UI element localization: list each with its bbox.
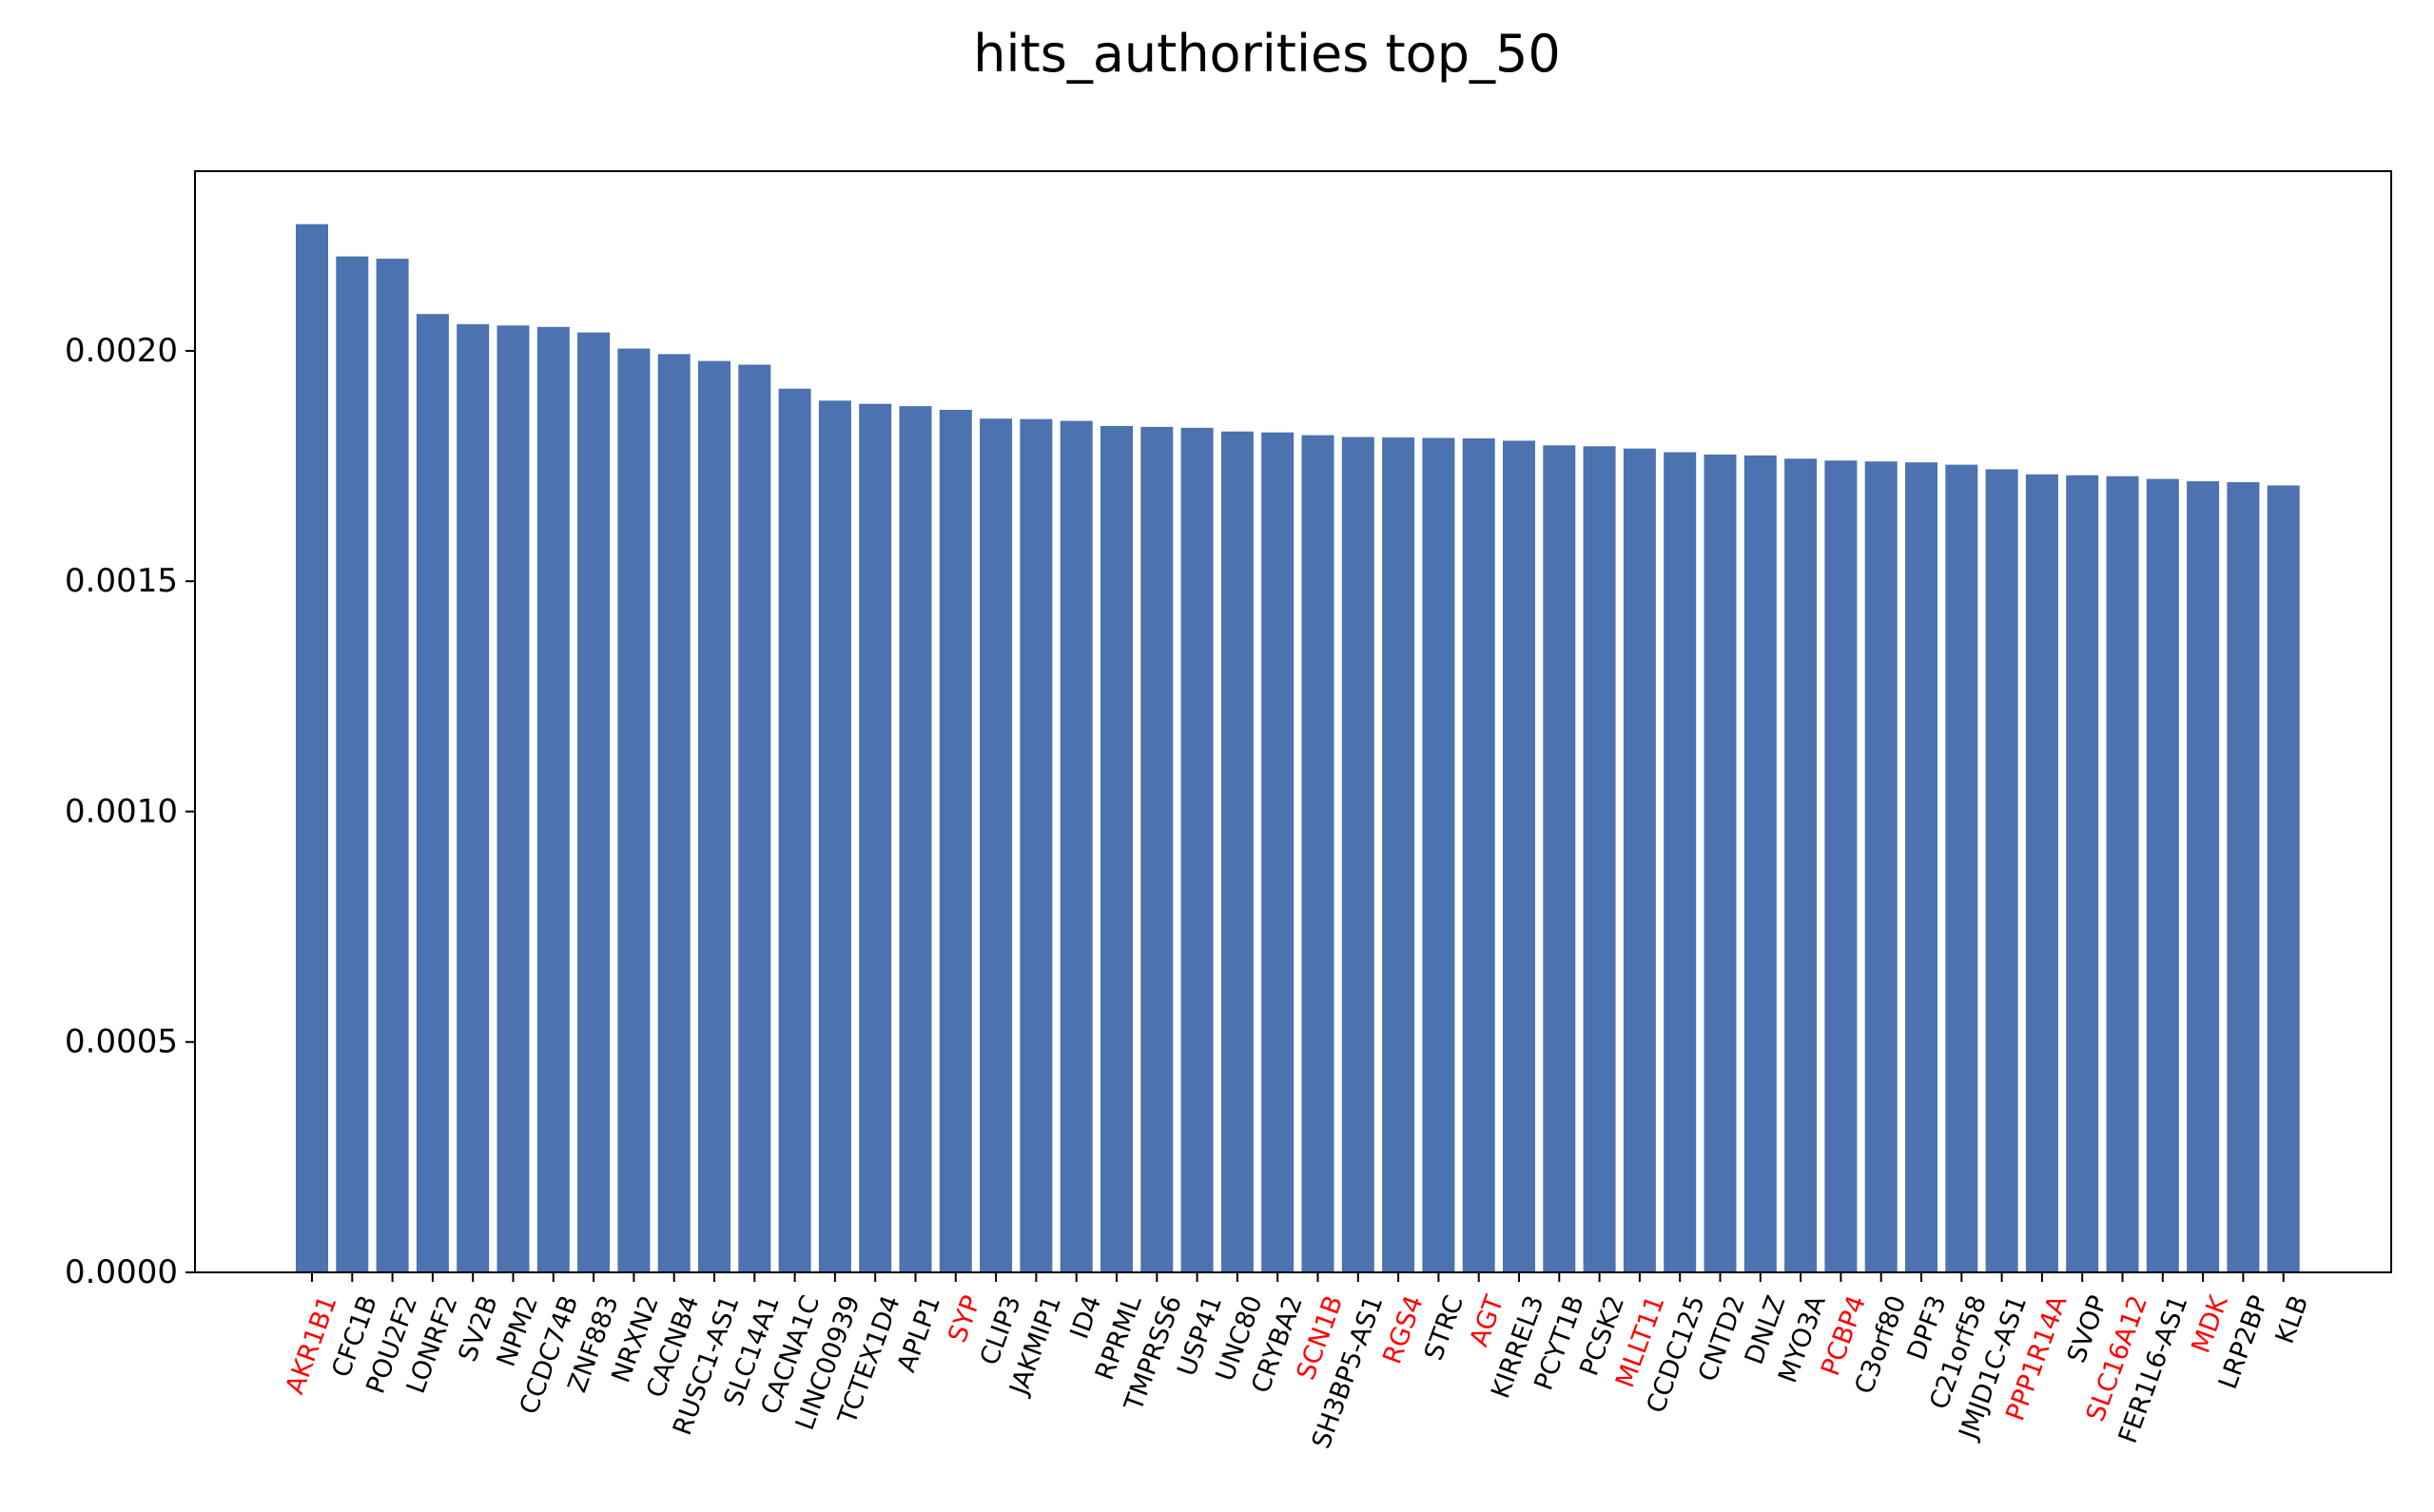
y-axis: 0.0000 0.0005 0.0010 0.0015 0.0020	[65, 332, 195, 1291]
bar-mllt11	[1623, 448, 1656, 1272]
bar-cryba2	[1261, 432, 1295, 1273]
y-tick-label-3: 0.0015	[65, 562, 178, 600]
y-tick-label-4: 0.0020	[65, 332, 178, 370]
bar-scn1b	[1301, 435, 1334, 1272]
bar-sh3bp5-as1	[1341, 436, 1374, 1272]
bar-lrp2bp	[2227, 482, 2260, 1272]
bar-lonrf2	[416, 314, 449, 1272]
bar-nrxn2	[617, 348, 651, 1272]
bar-id4	[1060, 420, 1093, 1272]
bar-c3orf80	[1864, 461, 1898, 1272]
bar-kirrel3	[1503, 440, 1535, 1272]
bar-syp	[939, 409, 972, 1273]
bar-myo3a	[1784, 458, 1818, 1273]
bar-cacnb4	[657, 354, 691, 1273]
chart-title: hits_authorities top_50	[973, 24, 1560, 84]
bar-tmprss6	[1140, 426, 1174, 1272]
bar-dpf3	[1905, 462, 1937, 1273]
bar-jmjd1c-as1	[1985, 469, 2018, 1273]
bar-c21orf58	[1945, 464, 1978, 1272]
bar-clip3	[980, 418, 1013, 1272]
bar-rusc1-as1	[698, 360, 730, 1272]
bar-ccdc125	[1664, 452, 1697, 1272]
bar-dnlz	[1743, 455, 1777, 1272]
bar-pcbp4	[1824, 460, 1858, 1272]
bar-ccdc74b	[536, 326, 570, 1272]
bar-linc00939	[818, 400, 851, 1272]
bar-aplp1	[899, 406, 932, 1273]
y-tick-label-0: 0.0000	[65, 1253, 178, 1291]
bar-cntd2	[1704, 454, 1737, 1273]
bar-klb	[2267, 485, 2300, 1272]
bar-slc14a1	[738, 364, 771, 1272]
bar-jakmip1	[1020, 418, 1053, 1272]
bar-tctex1d4	[859, 403, 892, 1272]
bar-svop	[2066, 475, 2099, 1272]
bars-group	[296, 223, 2300, 1273]
bar-ppp1r14a	[2025, 474, 2058, 1272]
bar-rprml	[1100, 425, 1133, 1272]
bar-unc80	[1220, 431, 1254, 1272]
bar-npm2	[497, 325, 530, 1272]
bar-rgs4	[1382, 437, 1415, 1272]
bar-pou2f2	[376, 259, 409, 1272]
y-tick-label-1: 0.0005	[65, 1023, 178, 1061]
bar-cacna1c	[778, 388, 811, 1272]
bar-strc	[1422, 437, 1455, 1272]
bar-znf883	[577, 332, 611, 1273]
bar-sv2b	[457, 323, 490, 1272]
bar-slc16a12	[2106, 475, 2139, 1272]
bar-akr1b1	[296, 223, 328, 1273]
bar-mdk	[2187, 481, 2220, 1273]
bar-cfc1b	[336, 256, 369, 1272]
bar-pcyt1b	[1543, 445, 1576, 1272]
bar-fer1l6-as1	[2146, 478, 2179, 1272]
bar-pcsk2	[1583, 446, 1616, 1272]
bar-usp41	[1180, 427, 1214, 1272]
plot-frame	[194, 170, 2392, 1273]
y-tick-label-2: 0.0010	[65, 792, 178, 830]
bar-agt	[1462, 438, 1495, 1272]
